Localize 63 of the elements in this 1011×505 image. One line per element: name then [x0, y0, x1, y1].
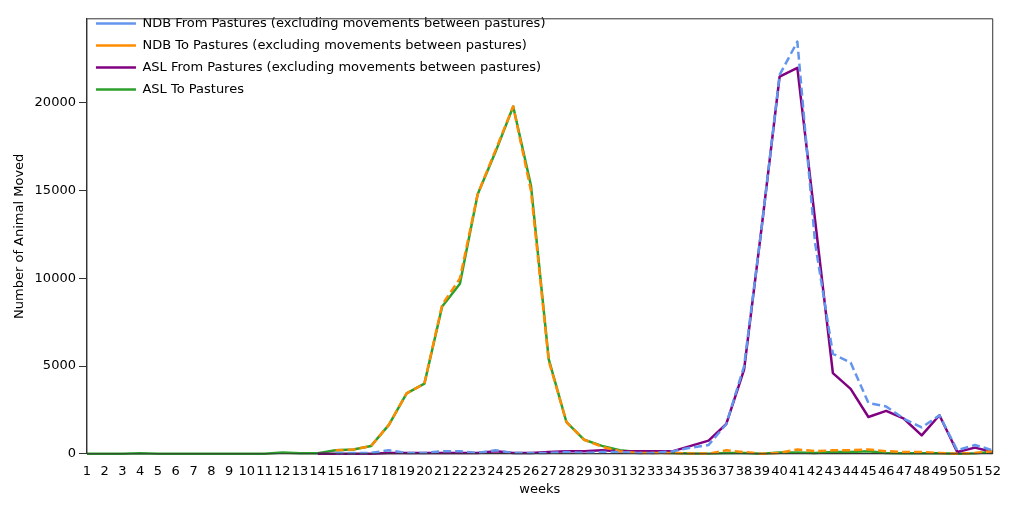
x-tick-label: 27 — [540, 462, 557, 478]
x-tick-label: 45 — [860, 462, 877, 478]
y-tick-label: 10000 — [34, 269, 76, 285]
x-tick-label: 36 — [700, 462, 717, 478]
x-tick-label: 52 — [984, 462, 1001, 478]
x-tick-label: 31 — [611, 462, 629, 478]
x-tick-label: 22 — [451, 462, 469, 478]
legend-label: ASL From Pastures (excluding movements between pastures) — [142, 58, 542, 74]
x-tick-label: 39 — [753, 462, 771, 478]
x-tick-label: 51 — [966, 462, 984, 478]
x-tick-label: 12 — [274, 462, 291, 478]
x-tick-label: 13 — [291, 462, 309, 478]
x-tick-label: 4 — [136, 462, 145, 478]
x-tick-label: 3 — [118, 462, 127, 478]
x-tick-label: 32 — [629, 462, 646, 478]
x-tick-label: 2 — [100, 462, 109, 478]
x-tick-label: 17 — [362, 462, 380, 478]
x-tick-label: 25 — [504, 462, 522, 478]
x-tick-label: 30 — [593, 462, 611, 478]
x-tick-label: 23 — [469, 462, 486, 478]
y-tick-label: 20000 — [34, 94, 76, 110]
x-tick-label: 8 — [207, 462, 216, 478]
legend-label: ASL To Pastures — [142, 80, 245, 96]
y-tick-label: 15000 — [34, 182, 76, 198]
x-tick-label: 9 — [224, 462, 234, 478]
x-tick-label: 19 — [398, 462, 415, 478]
x-tick-label: 5 — [153, 462, 163, 478]
legend-label: NDB To Pastures (excluding movements between pastures) — [142, 36, 527, 52]
x-tick-label: 20 — [416, 462, 433, 478]
x-tick-label: 7 — [189, 462, 198, 478]
x-tick-label: 41 — [789, 462, 806, 478]
x-tick-label: 26 — [522, 462, 540, 478]
x-tick-label: 18 — [380, 462, 398, 478]
x-tick-label: 16 — [345, 462, 362, 478]
x-tick-label: 49 — [931, 462, 948, 478]
x-tick-label: 1 — [82, 462, 92, 478]
y-tick-label: 0 — [67, 445, 76, 461]
x-tick-label: 48 — [913, 462, 930, 478]
x-tick-label: 14 — [309, 462, 327, 478]
x-tick-label: 21 — [433, 462, 451, 478]
x-tick-label: 33 — [647, 462, 664, 478]
x-tick-label: 15 — [327, 462, 344, 478]
x-tick-label: 47 — [895, 462, 913, 478]
x-tick-label: 29 — [575, 462, 593, 478]
x-tick-label: 44 — [842, 462, 859, 478]
x-tick-label: 35 — [682, 462, 700, 478]
legend-label: NDB From Pastures (excluding movements between pastures) — [142, 14, 546, 30]
x-tick-label: 24 — [487, 462, 504, 478]
x-axis-title: weeks — [519, 480, 561, 496]
x-tick-label: 40 — [771, 462, 788, 478]
y-tick-label: 5000 — [42, 357, 76, 373]
y-axis-title: Number of Animal Moved — [11, 153, 27, 319]
x-tick-label: 46 — [877, 462, 895, 478]
x-tick-label: 34 — [664, 462, 682, 478]
x-tick-label: 42 — [806, 462, 824, 478]
x-tick-label: 11 — [256, 462, 273, 478]
x-tick-label: 6 — [171, 462, 180, 478]
x-tick-label: 10 — [238, 462, 256, 478]
x-tick-label: 50 — [948, 462, 966, 478]
x-tick-label: 43 — [824, 462, 842, 478]
x-tick-label: 38 — [735, 462, 753, 478]
x-tick-label: 37 — [718, 462, 735, 478]
x-tick-label: 28 — [558, 462, 575, 478]
